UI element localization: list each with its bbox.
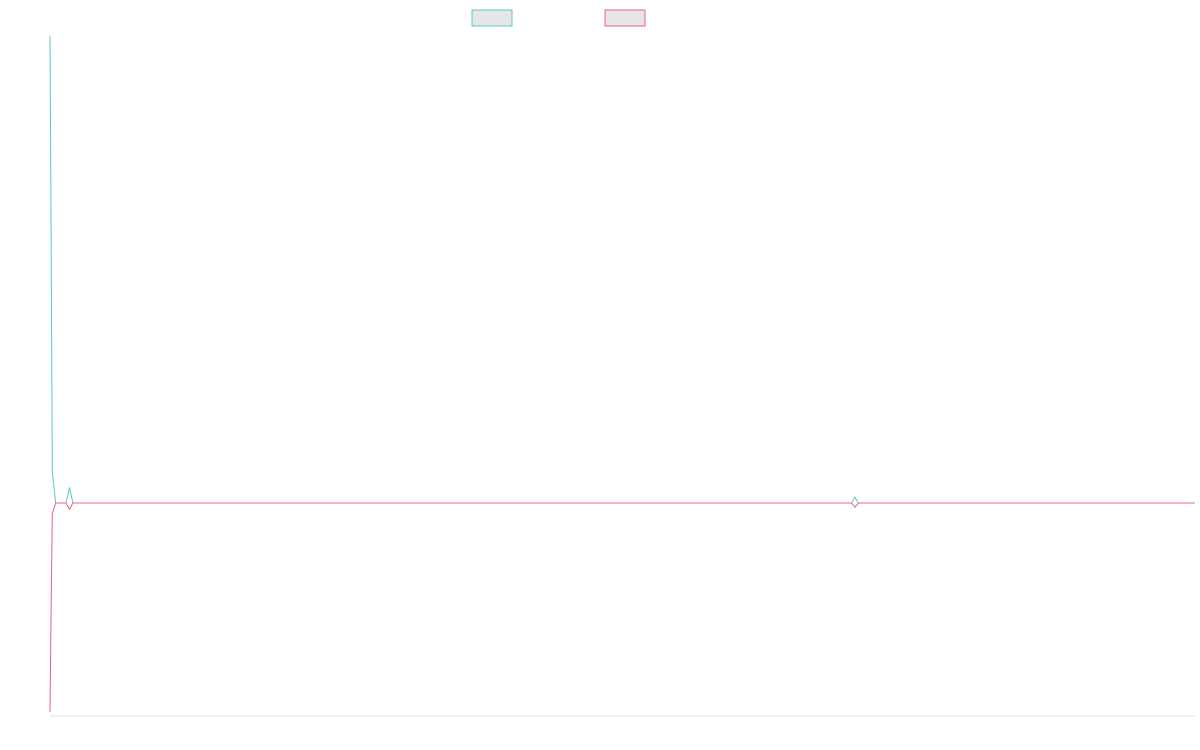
plot-area: [49, 35, 1195, 712]
legend-swatch-2[interactable]: [604, 9, 646, 27]
series-line-1: [49, 35, 1195, 504]
series-line-2: [49, 502, 1195, 712]
legend[interactable]: [471, 9, 646, 27]
legend-swatch-1[interactable]: [471, 9, 513, 27]
